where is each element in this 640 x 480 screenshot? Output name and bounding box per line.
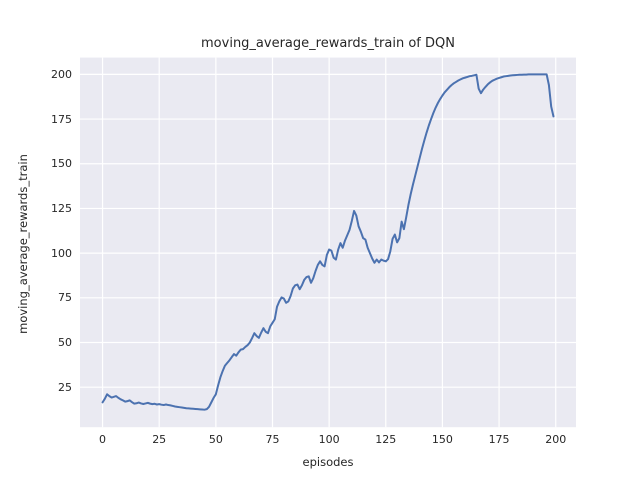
y-tick-label-75: 75 [58,291,72,305]
x-tick-label-125: 125 [375,433,397,447]
y-tick-label-175: 175 [51,112,72,126]
y-tick-label-100: 100 [51,246,72,260]
x-tick-label-200: 200 [545,433,567,447]
y-tick-label-25: 25 [58,380,72,394]
x-tick-label-75: 75 [265,433,280,447]
x-tick-label-175: 175 [488,433,510,447]
y-tick-label-200: 200 [51,67,72,81]
x-tick-label-50: 50 [208,433,223,447]
x-axis-label: episodes [302,455,354,469]
y-tick-label-150: 150 [51,157,72,171]
y-tick-label-50: 50 [58,335,72,349]
x-tick-label-25: 25 [152,433,167,447]
x-tick-label-150: 150 [431,433,453,447]
x-tick-label-100: 100 [318,433,340,447]
x-tick-label-0: 0 [99,433,107,447]
data-line-moving-average-rewards [101,73,555,411]
axes-background [80,57,576,428]
y-tick-label-125: 125 [51,201,72,215]
chart-title: moving_average_rewards_train of DQN [201,36,455,51]
